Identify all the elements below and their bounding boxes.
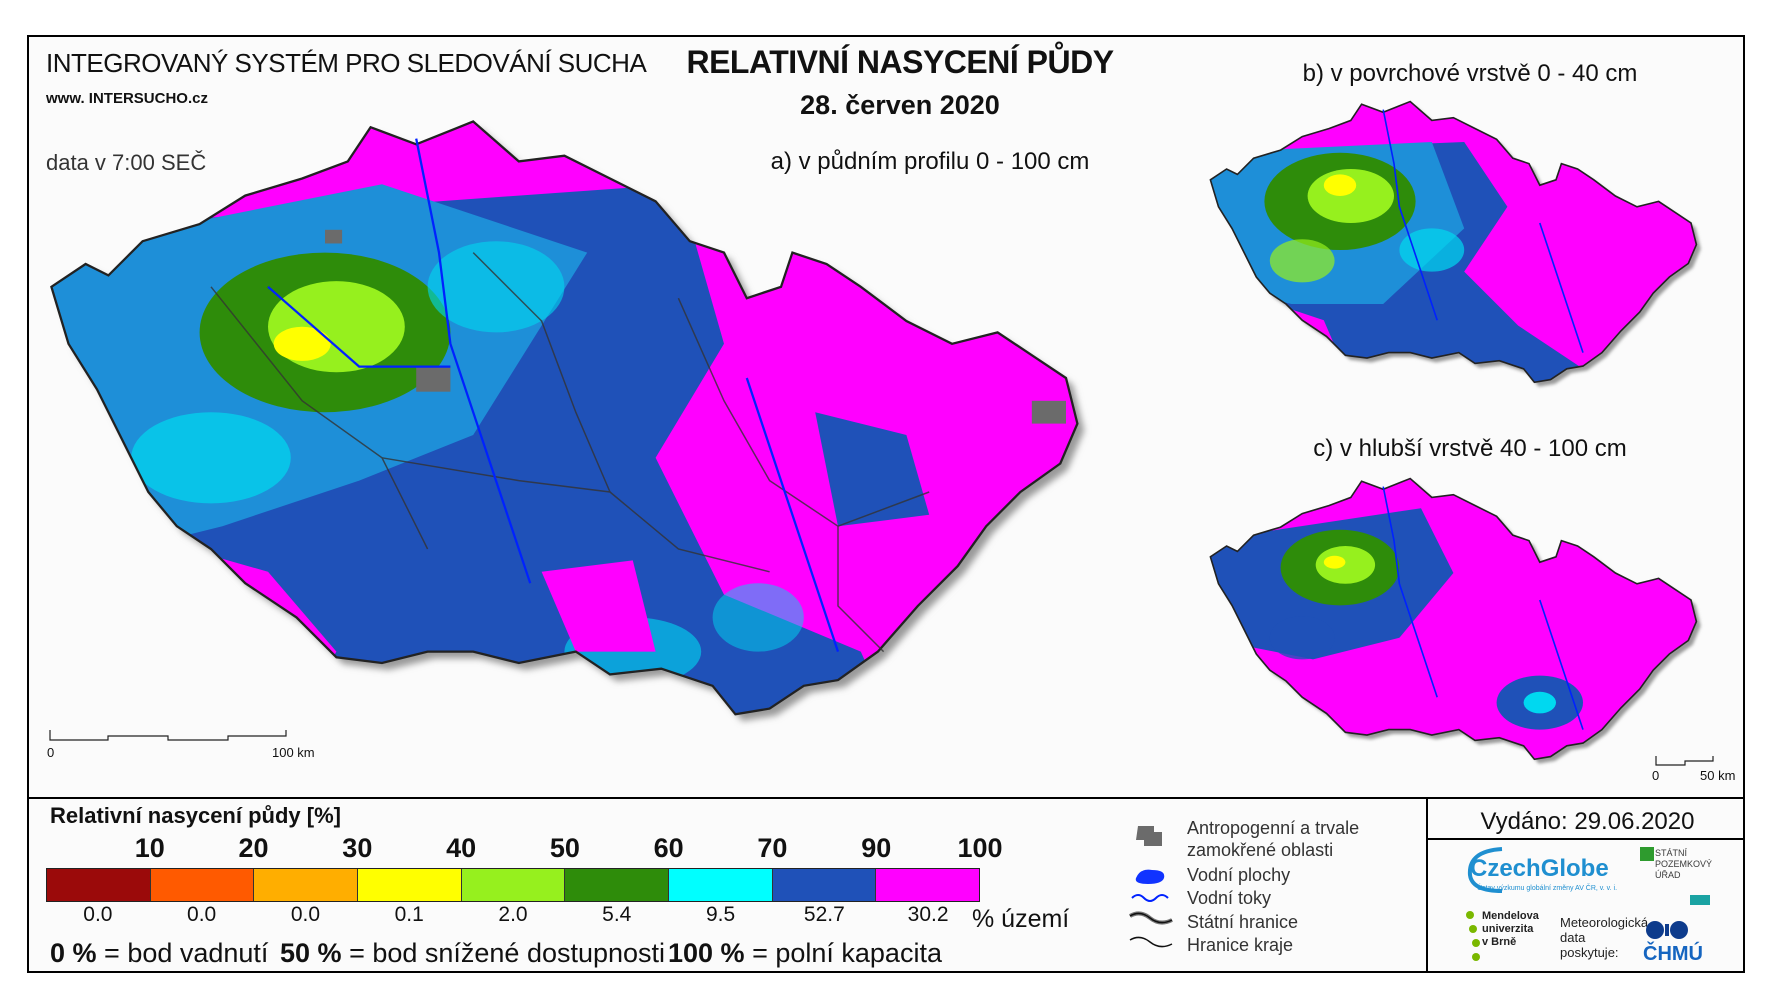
scale-bar-c xyxy=(1655,756,1714,766)
state-border-icon xyxy=(1128,911,1173,925)
legend-class-7 xyxy=(772,869,877,901)
map-b xyxy=(1209,100,1701,387)
legend-state-border: Státní hranice xyxy=(1187,912,1299,932)
legend-percent-3: 0.1 xyxy=(394,903,424,926)
map-date: 28. červen 2020 xyxy=(800,90,1000,120)
legend-class-2 xyxy=(254,869,359,901)
scale-bar-a xyxy=(49,730,287,741)
legend-percent-6: 9.5 xyxy=(705,903,736,926)
legend-tick-90: 90 xyxy=(861,833,892,863)
mendel-logo: Mendelova univerzita v Brně xyxy=(1482,910,1539,948)
system-title: INTEGROVANÝ SYSTÉM PRO SLEDOVÁNÍ SUCHA xyxy=(46,48,647,78)
legend-tick-40: 40 xyxy=(446,833,477,863)
spu-flag-icon xyxy=(1640,847,1654,861)
legend-anthropogenic: Antropogenní a trvale zamokřené oblasti xyxy=(1187,818,1360,860)
region-border-icon xyxy=(1129,936,1173,948)
chmu-symbol-icon xyxy=(1646,921,1688,939)
definition-capacity: 100 % = polní kapacita xyxy=(668,938,942,968)
footer-divider xyxy=(1426,797,1428,973)
map-b-title: b) v povrchové vrstvě 0 - 40 cm xyxy=(1302,60,1638,87)
legend-tick-10: 10 xyxy=(134,833,165,863)
legend-percent-2: 0.0 xyxy=(290,903,321,926)
map-c-title: c) v hlubší vrstvě 40 - 100 cm xyxy=(1313,435,1627,462)
czechglobe-subtitle: Ústav výzkumu globální změny AV ČR, v. v… xyxy=(1477,885,1618,892)
legend-title: Relativní nasycení půdy [%] xyxy=(50,803,341,828)
water-body-icon xyxy=(1135,869,1165,884)
legend-percent-5: 5.4 xyxy=(602,903,632,926)
website-link[interactable]: www. INTERSUCHO.cz xyxy=(46,90,208,107)
legend-tick-50: 50 xyxy=(549,833,580,863)
legend-tick-20: 20 xyxy=(238,833,269,863)
map-a-title: a) v půdním profilu 0 - 100 cm xyxy=(770,148,1090,175)
scale-c-end: 50 km xyxy=(1700,768,1736,783)
legend-tick-70: 70 xyxy=(757,833,788,863)
legend-water-bodies: Vodní plochy xyxy=(1187,865,1291,885)
issued-divider xyxy=(1426,838,1745,840)
map-a xyxy=(50,120,1085,722)
legend-region-border: Hranice kraje xyxy=(1187,935,1294,955)
legend-percent-8: 30.2 xyxy=(907,903,949,926)
czechglobe-swoosh-icon xyxy=(1467,847,1503,893)
legend-class-8 xyxy=(876,869,980,901)
scale-a-zero: 0 xyxy=(47,745,55,760)
river-icon xyxy=(1131,894,1169,902)
legend-class-0 xyxy=(47,869,151,901)
scale-a-end: 100 km xyxy=(272,745,315,760)
spu-bar-icon xyxy=(1690,895,1710,905)
legend-divider xyxy=(27,797,1745,799)
legend-color-bar xyxy=(46,868,980,902)
legend-rivers: Vodní toky xyxy=(1187,888,1272,908)
chmu-logo: ČHMÚ xyxy=(1643,943,1703,965)
definition-reduced: 50 % = bod snížené dostupnosti xyxy=(280,938,666,968)
legend-tick-30: 30 xyxy=(342,833,373,863)
legend-tick-60: 60 xyxy=(653,833,684,863)
spu-logo: STÁTNÍ POZEMKOVÝ ÚŘAD xyxy=(1655,848,1713,880)
data-time: data v 7:00 SEČ xyxy=(46,150,207,175)
scale-c-zero: 0 xyxy=(1652,768,1660,783)
legend-tick-100: 100 xyxy=(957,833,1003,863)
legend-class-5 xyxy=(565,869,670,901)
map-c xyxy=(1209,477,1701,764)
legend-class-6 xyxy=(669,869,773,901)
percent-unit: % území xyxy=(972,905,1070,933)
issued-date: Vydáno: 29.06.2020 xyxy=(1480,808,1695,835)
legend-percent-4: 2.0 xyxy=(498,903,528,926)
czechglobe-logo: CzechGlobe xyxy=(1470,855,1609,882)
legend-percent-0: 0.0 xyxy=(83,903,113,926)
legend-percent-1: 0.0 xyxy=(187,903,217,926)
legend-class-1 xyxy=(150,869,255,901)
page-title: RELATIVNÍ NASYCENÍ PŮDY xyxy=(686,44,1114,80)
definition-wilting: 0 % = bod vadnutí xyxy=(50,938,269,968)
meteo-provider-label: Meteorologická data poskytuje: xyxy=(1560,915,1649,960)
legend-class-4 xyxy=(461,869,566,901)
anthropogenic-icon xyxy=(1136,826,1162,846)
legend-class-3 xyxy=(358,869,462,901)
legend-percent-7: 52.7 xyxy=(803,903,845,926)
mendel-dots-icon xyxy=(1466,911,1480,961)
